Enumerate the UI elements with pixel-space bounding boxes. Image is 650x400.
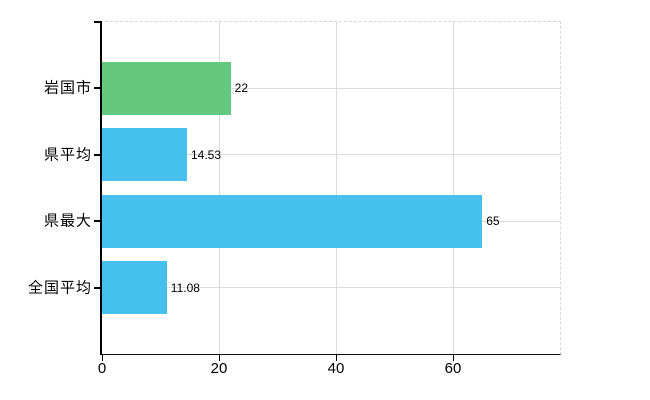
gridline-x-60 <box>452 22 454 354</box>
gridline-y-1 <box>102 154 560 156</box>
bar-0 <box>102 61 231 115</box>
x-axis-label-60: 60 <box>444 360 462 377</box>
x-axis-label-0: 0 <box>97 360 107 377</box>
y-axis-label-2: 県最大 <box>43 212 92 230</box>
gridline-y-3 <box>102 287 560 289</box>
x-axis-tick-20 <box>218 354 220 361</box>
x-axis-label-40: 40 <box>327 360 345 377</box>
bar-1 <box>102 128 187 182</box>
x-axis-label-20: 20 <box>210 360 228 377</box>
y-axis-tick-0 <box>94 87 102 90</box>
bar-value-label-2: 65 <box>486 214 500 229</box>
y-axis-tick-1 <box>94 153 102 156</box>
bar-value-label-0: 22 <box>234 81 249 96</box>
bar-value-label-1: 14.53 <box>190 147 222 162</box>
y-axis-tick-2 <box>94 220 102 223</box>
x-axis-tick-60 <box>452 354 454 361</box>
y-axis-label-0: 岩国市 <box>43 79 92 97</box>
y-axis-tick-3 <box>94 286 102 289</box>
plot-area: 22 14.53 65 11.08 <box>100 21 561 355</box>
bar-3 <box>102 261 167 315</box>
y-axis-top-tick <box>94 21 102 23</box>
gridline-x-40 <box>335 22 337 354</box>
gridline-x-20 <box>218 22 220 354</box>
bar-value-label-3: 11.08 <box>170 280 200 295</box>
x-axis-tick-0 <box>102 354 103 361</box>
y-axis-label-3: 全国平均 <box>27 279 92 297</box>
gridline-y-0 <box>102 87 560 89</box>
x-axis-tick-40 <box>335 354 337 361</box>
y-axis-label-1: 県平均 <box>43 146 92 164</box>
bar-2 <box>102 194 483 248</box>
